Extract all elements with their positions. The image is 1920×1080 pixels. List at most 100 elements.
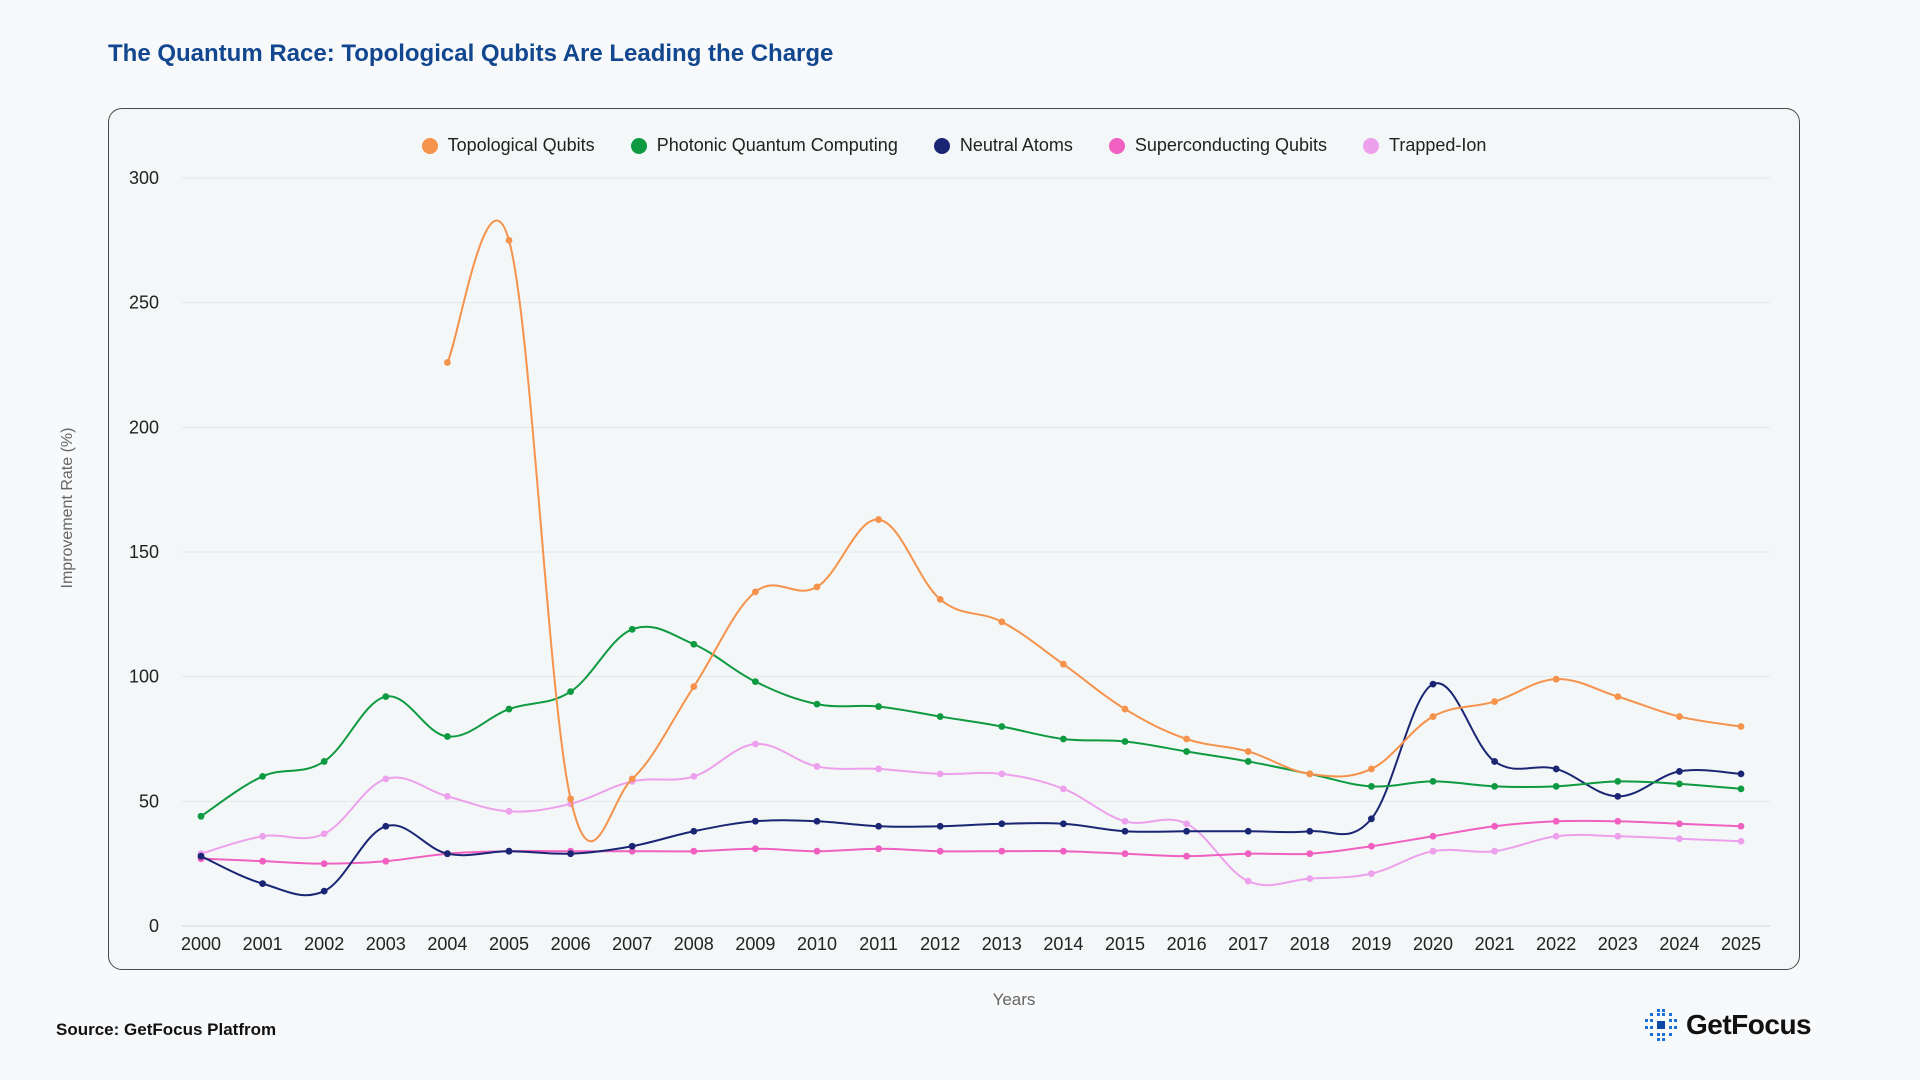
x-tick-label: 2008 [674,934,714,954]
data-point-superconducting-qubits [628,847,636,855]
data-point-superconducting-qubits [1552,817,1560,825]
data-point-neutral-atoms [1060,820,1067,828]
data-point-superconducting-qubits [1614,817,1622,825]
data-point-superconducting-qubits [690,847,698,855]
y-tick-label: 100 [129,667,159,687]
data-point-photonic-quantum-computing [1183,748,1190,755]
data-point-superconducting-qubits [936,847,944,855]
data-point-neutral-atoms [1244,827,1252,835]
data-point-photonic-quantum-computing [1060,735,1067,743]
legend-item-trapped-ion[interactable]: Trapped-Ion [1363,135,1486,156]
x-tick-label: 2013 [982,934,1022,954]
data-point-trapped-ion [752,740,759,748]
data-point-trapped-ion [1552,832,1560,840]
data-point-topological-qubits [444,359,451,366]
data-point-trapped-ion [1244,877,1252,885]
y-tick-label: 300 [129,168,159,188]
x-tick-label: 2001 [243,934,283,954]
series-line-neutral-atoms [200,682,1742,897]
data-point-trapped-ion [1183,820,1190,828]
x-tick-label: 2010 [797,934,837,954]
data-point-topological-qubits [1368,765,1375,773]
data-point-trapped-ion [320,830,328,838]
series-line-photonic-quantum-computing [200,625,1742,818]
legend-marker-icon [1108,137,1125,154]
data-point-trapped-ion [1368,870,1375,878]
data-point-topological-qubits [936,595,944,603]
data-point-topological-qubits [1552,675,1560,683]
data-point-photonic-quantum-computing [382,693,390,701]
x-tick-label: 2011 [859,934,898,954]
legend-marker-icon [421,137,438,154]
legend-label: Photonic Quantum Computing [656,135,898,155]
x-tick-label: 2022 [1536,934,1576,954]
data-point-neutral-atoms [505,847,513,855]
data-point-photonic-quantum-computing [505,705,513,713]
x-tick-label: 2019 [1351,934,1391,954]
legend-item-photonic-quantum-computing[interactable]: Photonic Quantum Computing [630,135,898,156]
series-line-topological-qubits [446,219,1742,843]
legend-label: Topological Qubits [447,135,595,155]
legend-marker-icon [1363,137,1379,154]
data-point-neutral-atoms [752,817,759,825]
data-point-neutral-atoms [197,852,205,860]
data-point-superconducting-qubits [1737,822,1745,830]
data-point-trapped-ion [813,763,821,770]
data-point-neutral-atoms [1429,680,1437,688]
data-point-topological-qubits [690,683,698,691]
data-point-topological-qubits [1244,748,1252,755]
series-line-trapped-ion [200,742,1742,887]
y-tick-label: 50 [139,791,159,811]
data-point-trapped-ion [259,832,266,840]
data-point-neutral-atoms [382,822,390,830]
data-point-photonic-quantum-computing [752,678,759,686]
data-point-neutral-atoms [1737,770,1745,778]
data-point-photonic-quantum-computing [628,625,636,633]
x-tick-label: 2024 [1659,934,1699,954]
data-point-superconducting-qubits [1491,822,1498,830]
data-point-superconducting-qubits [813,847,821,855]
data-point-photonic-quantum-computing [936,713,944,720]
data-point-superconducting-qubits [752,845,759,853]
x-tick-label: 2025 [1721,934,1761,954]
y-tick-label: 0 [149,916,159,936]
x-tick-label: 2015 [1105,934,1145,954]
y-tick-label: 150 [129,542,159,562]
data-point-topological-qubits [628,775,636,783]
legend-marker-icon [630,137,647,154]
data-point-trapped-ion [1737,837,1745,845]
data-point-trapped-ion [875,765,882,773]
data-point-topological-qubits [752,588,759,596]
data-point-topological-qubits [1491,698,1498,705]
x-tick-label: 2017 [1228,934,1268,954]
data-point-topological-qubits [1676,713,1683,720]
x-tick-label: 2016 [1167,934,1207,954]
data-point-superconducting-qubits [1183,852,1190,860]
data-point-neutral-atoms [567,850,574,858]
x-tick-label: 2005 [489,934,529,954]
data-point-neutral-atoms [259,880,266,888]
data-point-neutral-atoms [628,842,636,850]
data-point-topological-qubits [1121,705,1129,713]
data-point-photonic-quantum-computing [567,688,574,696]
data-point-photonic-quantum-computing [197,812,205,820]
data-point-photonic-quantum-computing [813,700,821,708]
data-point-neutral-atoms [1491,758,1498,765]
data-point-topological-qubits [567,795,574,803]
legend-item-topological-qubits[interactable]: Topological Qubits [421,135,595,156]
x-tick-label: 2002 [304,934,344,954]
legend-label: Superconducting Qubits [1134,135,1327,155]
data-point-superconducting-qubits [259,857,266,865]
legend-label: Neutral Atoms [959,135,1073,155]
legend-item-neutral-atoms[interactable]: Neutral Atoms [933,135,1073,156]
legend-item-superconducting-qubits[interactable]: Superconducting Qubits [1108,135,1327,156]
data-point-topological-qubits [1306,770,1314,778]
data-point-neutral-atoms [1614,792,1622,800]
brand-logo: GetFocus [1644,1008,1812,1042]
x-axis-label: Years [992,990,1036,1009]
data-point-neutral-atoms [875,822,882,830]
y-tick-label: 200 [129,417,159,437]
data-point-trapped-ion [1676,835,1683,843]
